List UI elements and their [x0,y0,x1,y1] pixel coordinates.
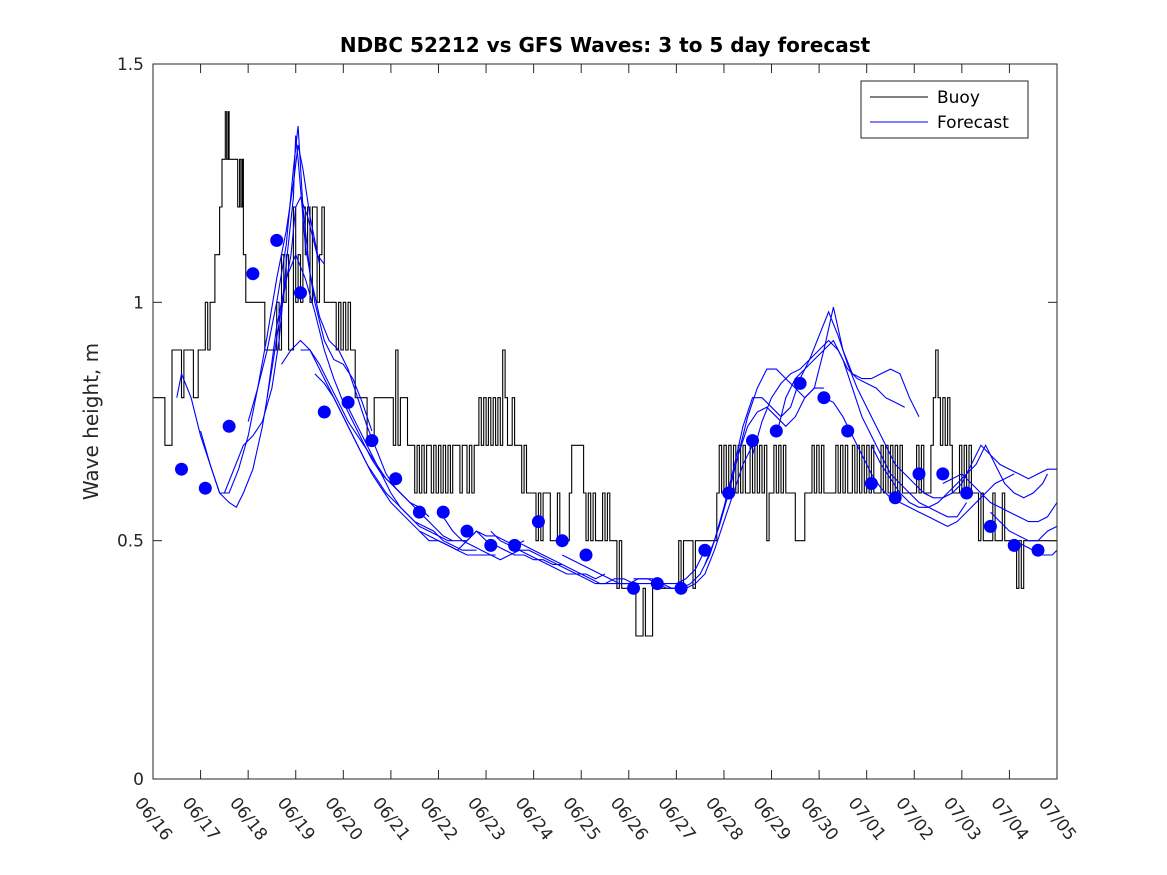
forecast-point-1 [175,462,188,476]
forecast-point-19 [627,581,640,595]
forecast-point-15 [508,538,522,552]
forecast-point-25 [769,424,783,438]
plot-area [153,64,1057,779]
forecast-point-6 [294,286,307,300]
forecast-point-36 [1031,543,1045,557]
y-tick-label: 0 [133,770,144,790]
forecast-line-13 [514,540,706,585]
legend-label-2: Forecast [937,113,1009,133]
forecast-line-19 [775,339,968,518]
forecast-line-18 [751,339,905,456]
forecast-point-12 [436,505,450,519]
forecast-point-35 [1007,538,1021,552]
forecast-point-33 [960,486,974,500]
forecast-line-8 [314,373,496,556]
forecast-point-32 [936,467,950,481]
forecast-point-20 [650,577,664,591]
forecast-point-34 [983,519,997,533]
y-axis-label: Wave height, m [79,343,103,500]
forecast-point-11 [412,505,426,519]
forecast-line-7 [300,349,477,551]
forecast-point-5 [270,233,284,247]
legend: Buoy Forecast [860,80,1029,139]
forecast-point-23 [722,486,736,500]
axes-frame [152,63,1058,780]
forecast-point-2 [198,481,212,495]
forecast-point-13 [460,524,474,538]
chart-title: NDBC 52212 vs GFS Waves: 3 to 5 day fore… [340,33,871,57]
forecast-point-21 [674,581,688,595]
forecast-point-10 [389,472,403,486]
legend-box [860,80,1029,139]
forecast-point-8 [341,395,355,409]
forecast-point-3 [222,419,236,433]
forecast-line-20 [823,397,1015,528]
series-layer [153,111,1058,637]
y-tick-label: 0.5 [117,532,144,552]
forecast-point-24 [746,434,759,448]
forecast-line-2 [200,196,325,509]
forecast-line-22 [894,444,1057,499]
forecast-point-31 [912,467,926,481]
forecast-line-24 [990,511,1058,542]
forecast-point-26 [793,376,807,390]
forecast-point-27 [817,391,831,405]
forecast-line-9 [342,397,525,547]
forecast-line-21 [870,444,1048,508]
forecast-point-4 [246,267,260,281]
forecast-line-11 [442,516,606,580]
forecast-point-28 [841,424,855,438]
forecast-point-30 [888,491,902,505]
forecast-line-4 [247,125,406,499]
forecast-point-17 [555,534,569,548]
y-tick-label: 1.5 [117,55,144,75]
forecast-point-22 [698,543,712,557]
forecast-line-1 [176,144,321,494]
forecast-point-7 [317,405,331,419]
forecast-point-18 [579,548,593,562]
forecast-point-9 [365,434,379,448]
forecast-point-29 [864,477,878,490]
forecast-line-3 [223,135,373,494]
forecast-point-14 [484,538,498,552]
forecast-point-16 [531,515,545,529]
legend-label-1: Buoy [937,88,980,108]
forecast-line-23 [942,473,1058,523]
y-tick-label: 1 [133,293,144,313]
